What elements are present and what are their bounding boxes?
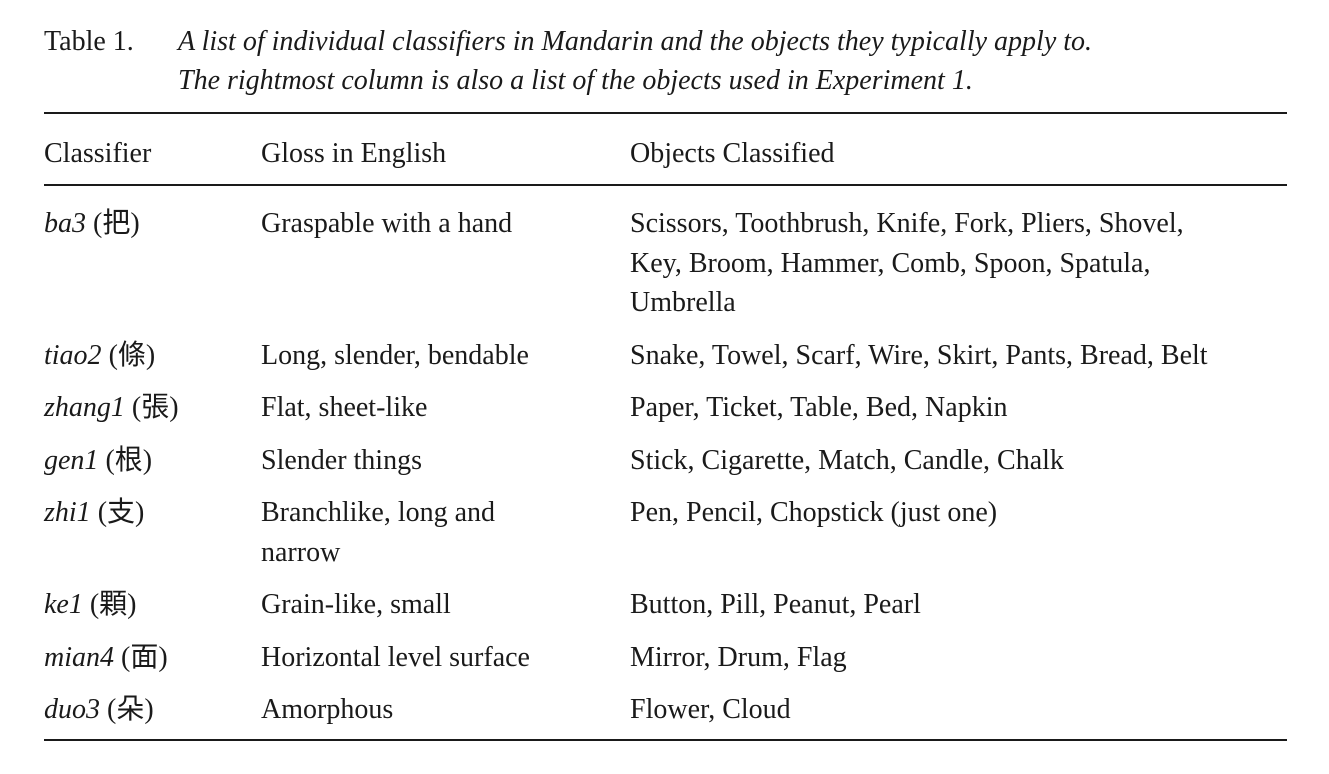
objects-line: Button, Pill, Peanut, Pearl bbox=[630, 589, 921, 620]
objects-line: Scissors, Toothbrush, Knife, Fork, Plier… bbox=[630, 208, 1184, 239]
classifier-pinyin: duo3 bbox=[44, 694, 100, 725]
objects-line: Stick, Cigarette, Match, Candle, Chalk bbox=[630, 444, 1064, 476]
gloss-cell: Slender things bbox=[261, 441, 616, 481]
classifier-pinyin: mian4 bbox=[44, 641, 114, 673]
header-gloss: Gloss in English bbox=[261, 138, 447, 169]
classifier-cell: zhang1 (張) bbox=[44, 388, 179, 428]
objects-line: Paper, Ticket, Table, Bed, Napkin bbox=[630, 392, 1008, 423]
objects-cell: Pen, Pencil, Chopstick (just one) bbox=[630, 493, 1290, 572]
caption-text: A list of individual classifiers in Mand… bbox=[178, 22, 1278, 100]
classifier-character: (面) bbox=[121, 641, 168, 673]
caption-line-1: A list of individual classifiers in Mand… bbox=[178, 26, 1093, 57]
objects-cell: Scissors, Toothbrush, Knife, Fork, Plier… bbox=[630, 204, 1290, 323]
objects-cell: Paper, Ticket, Table, Bed, Napkin bbox=[630, 388, 1290, 428]
table-row: tiao2 (條) Long, slender, bendable Snake, T… bbox=[44, 336, 1287, 376]
table-row: mian4 (面) Horizontal level surface Mirror,… bbox=[44, 638, 1287, 678]
gloss-cell: Long, slender, bendable bbox=[261, 336, 616, 376]
classifier-pinyin: gen1 bbox=[44, 444, 99, 476]
gloss-line: Amorphous bbox=[261, 694, 394, 725]
table-row: ke1 (顆) Grain-like, small Button, Pill, Pe… bbox=[44, 585, 1287, 625]
classifier-character: (條) bbox=[108, 339, 156, 371]
caption-label: Table 1. bbox=[44, 26, 134, 57]
gloss-line: narrow bbox=[261, 536, 341, 568]
objects-cell: Flower, Cloud bbox=[630, 690, 1290, 730]
classifier-character: (朵) bbox=[107, 694, 154, 725]
classifier-pinyin: ba3 bbox=[44, 208, 86, 239]
gloss-cell: Amorphous bbox=[261, 690, 616, 730]
classifier-cell: zhi1 (支) bbox=[44, 493, 144, 533]
classifier-pinyin: zhi1 bbox=[44, 497, 91, 528]
table-row: zhang1 (張) Flat, sheet-like Paper, Ticket,… bbox=[44, 388, 1287, 428]
gloss-line: Branchlike, long and bbox=[261, 497, 496, 528]
gloss-line: Flat, sheet-like bbox=[261, 392, 428, 423]
gloss-cell: Grain-like, small bbox=[261, 585, 616, 625]
objects-cell: Button, Pill, Peanut, Pearl bbox=[630, 585, 1290, 625]
gloss-line: Graspable with a hand bbox=[261, 208, 513, 239]
classifier-pinyin: tiao2 bbox=[44, 339, 102, 371]
objects-line: Key, Broom, Hammer, Comb, Spoon, Spatula… bbox=[630, 247, 1151, 279]
gloss-cell: Flat, sheet-like bbox=[261, 388, 616, 428]
top-rule bbox=[44, 112, 1287, 114]
classifier-character: (張) bbox=[131, 392, 179, 423]
gloss-line: Slender things bbox=[261, 444, 422, 476]
table-body: ba3 (把) Graspable with a hand Scissors, To… bbox=[44, 204, 1287, 743]
objects-cell: Snake, Towel, Scarf, Wire, Skirt, Pants,… bbox=[630, 336, 1290, 376]
header-classifier: Classifier bbox=[44, 138, 152, 169]
table-row: duo3 (朵) Amorphous Flower, Cloud bbox=[44, 690, 1287, 730]
classifier-character: (顆) bbox=[89, 589, 137, 620]
gloss-line: Horizontal level surface bbox=[261, 641, 530, 673]
caption-line-2: The rightmost column is also a list of t… bbox=[178, 65, 973, 96]
bottom-rule bbox=[44, 739, 1287, 741]
gloss-cell: Horizontal level surface bbox=[261, 638, 616, 678]
header-rule bbox=[44, 184, 1287, 186]
objects-cell: Stick, Cigarette, Match, Candle, Chalk bbox=[630, 441, 1290, 481]
classifier-cell: mian4 (面) bbox=[44, 638, 168, 678]
table-row: zhi1 (支) Branchlike, long and narrow Pen, P… bbox=[44, 493, 1287, 572]
classifier-cell: duo3 (朵) bbox=[44, 690, 154, 730]
classifier-cell: ba3 (把) bbox=[44, 204, 140, 244]
classifier-pinyin: zhang1 bbox=[44, 392, 125, 423]
objects-line: Flower, Cloud bbox=[630, 694, 791, 725]
gloss-line: Long, slender, bendable bbox=[261, 339, 529, 371]
classifier-pinyin: ke1 bbox=[44, 589, 83, 620]
objects-cell: Mirror, Drum, Flag bbox=[630, 638, 1290, 678]
objects-line: Umbrella bbox=[630, 287, 736, 318]
classifier-cell: ke1 (顆) bbox=[44, 585, 137, 625]
classifier-cell: gen1 (根) bbox=[44, 441, 152, 481]
objects-line: Snake, Towel, Scarf, Wire, Skirt, Pants,… bbox=[630, 339, 1208, 371]
classifier-character: (把) bbox=[93, 208, 140, 239]
classifier-cell: tiao2 (條) bbox=[44, 336, 155, 376]
table-row: gen1 (根) Slender things Stick, Cigarette, … bbox=[44, 441, 1287, 481]
classifier-character: (支) bbox=[97, 497, 145, 528]
classifier-character: (根) bbox=[105, 444, 153, 476]
gloss-cell: Branchlike, long and narrow bbox=[261, 493, 616, 572]
header-objects: Objects Classified bbox=[630, 138, 835, 169]
objects-line: Pen, Pencil, Chopstick (just one) bbox=[630, 497, 998, 528]
objects-line bbox=[630, 533, 1290, 573]
table-row: ba3 (把) Graspable with a hand Scissors, To… bbox=[44, 204, 1287, 323]
gloss-line: Grain-like, small bbox=[261, 589, 451, 620]
objects-line: Mirror, Drum, Flag bbox=[630, 641, 847, 673]
gloss-cell: Graspable with a hand bbox=[261, 204, 616, 244]
